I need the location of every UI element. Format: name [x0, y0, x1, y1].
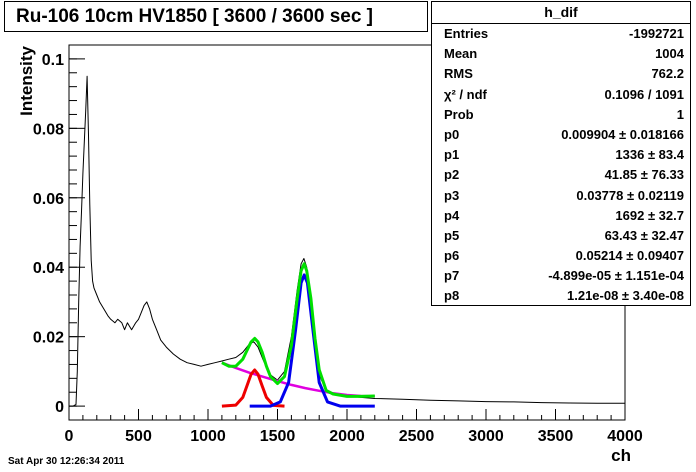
stats-value: 0.009904 ± 0.018166 [561, 126, 684, 142]
x-tick-label: 1000 [190, 428, 226, 445]
stats-row: p4 1692 ± 32.7 [432, 206, 690, 226]
stats-row: Entries -1992721 [432, 24, 690, 44]
stats-label: p8 [444, 288, 460, 304]
stats-label: p7 [444, 268, 460, 284]
stats-value: 1692 ± 32.7 [615, 207, 684, 223]
x-tick-label: 2500 [399, 428, 435, 445]
stats-value: 1 [676, 106, 684, 122]
stats-value: 0.1096 / 1091 [604, 86, 684, 102]
stats-row: p2 41.85 ± 76.33 [432, 165, 690, 185]
stats-value: 41.85 ± 76.33 [604, 167, 684, 183]
x-tick-label: 0 [65, 428, 74, 445]
datestamp: Sat Apr 30 12:26:34 2011 [8, 456, 125, 467]
stats-row: p7 -4.899e-05 ± 1.151e-04 [432, 266, 690, 286]
stats-label: p6 [444, 248, 460, 264]
stats-label: Mean [444, 46, 478, 62]
stats-rows: Entries -1992721 Mean 1004 RMS 762.2 χ² / ndf 0… [432, 24, 690, 307]
y-tick-label: 0 [55, 399, 64, 416]
stats-label: χ² / ndf [444, 86, 487, 102]
stats-value: 0.05214 ± 0.09407 [575, 248, 684, 264]
stats-row: p3 0.03778 ± 0.02119 [432, 186, 690, 206]
stats-value: 0.03778 ± 0.02119 [576, 187, 684, 203]
stats-row: p0 0.009904 ± 0.018166 [432, 125, 690, 145]
series-layer [69, 75, 625, 408]
stats-row: Prob 1 [432, 105, 690, 125]
stats-value: 63.43 ± 32.47 [604, 227, 684, 243]
stats-label: Entries [444, 26, 489, 41]
stats-row: p1 1336 ± 83.4 [432, 145, 690, 165]
axis-layer: 0 500 1000 1500 2000 2500 3000 3500 4000 0 0.02 0.0… [33, 52, 643, 445]
x-axis-label: ch [611, 446, 631, 465]
stats-label: p2 [444, 167, 460, 183]
stats-value: 1004 [655, 46, 684, 62]
total-fit-line [221, 262, 375, 398]
y-tick-label: 0.02 [33, 330, 64, 347]
stats-row: p5 63.43 ± 32.47 [432, 226, 690, 246]
x-tick-label: 3000 [468, 428, 504, 445]
stats-box: h_dif Entries -1992721 Mean 1004 RMS 762.2 χ² … [431, 1, 691, 306]
stats-value: 1.21e-08 ± 3.40e-08 [567, 288, 684, 304]
x-tick-label: 4000 [607, 428, 643, 445]
x-tick-label: 2000 [329, 428, 365, 445]
stats-histogram-name: h_dif [432, 2, 690, 24]
stats-label: p3 [444, 187, 460, 203]
stats-label: p0 [444, 126, 460, 142]
gauss2-fit-line [249, 273, 375, 408]
gauss1-fit-line [221, 368, 285, 408]
stats-value: -4.899e-05 ± 1.151e-04 [548, 268, 684, 284]
stats-row: RMS 762.2 [432, 64, 690, 84]
x-tick-label: 3500 [538, 428, 574, 445]
stats-value: 762.2 [651, 66, 684, 82]
stats-label: p4 [444, 207, 460, 223]
stats-label: p1 [444, 147, 460, 163]
stats-row: Mean 1004 [432, 44, 690, 64]
stats-label: Prob [444, 106, 474, 122]
y-tick-label: 0.04 [33, 260, 64, 277]
stats-value: -1992721 [629, 26, 684, 41]
y-tick-label: 0.06 [33, 191, 64, 208]
stats-row: p6 0.05214 ± 0.09407 [432, 246, 690, 266]
stats-label: p5 [444, 227, 460, 243]
chart-title: Ru-106 10cm HV1850 [ 3600 / 3600 sec ] [4, 1, 428, 32]
stats-label: RMS [444, 66, 473, 82]
stats-row: p8 1.21e-08 ± 3.40e-08 [432, 286, 690, 306]
stats-row: χ² / ndf 0.1096 / 1091 [432, 85, 690, 105]
y-tick-label: 0.1 [42, 52, 64, 69]
x-tick-label: 500 [125, 428, 152, 445]
x-tick-label: 1500 [260, 428, 296, 445]
stats-value: 1336 ± 83.4 [615, 147, 684, 163]
y-tick-label: 0.08 [33, 121, 64, 138]
y-axis-label: Intensity [17, 45, 36, 115]
